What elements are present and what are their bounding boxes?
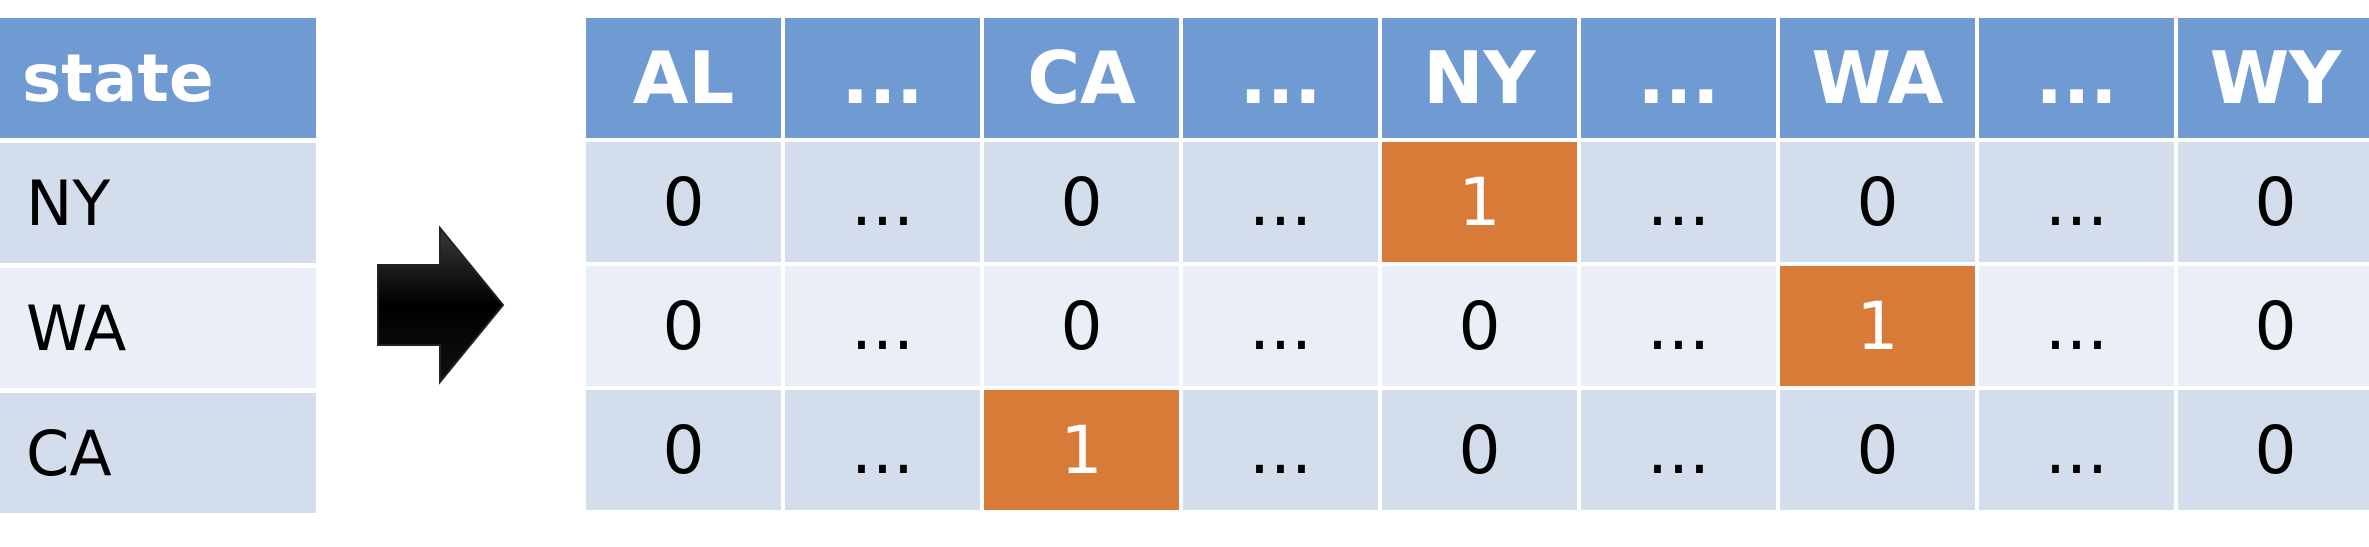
cell-r2-c6: ... (1581, 266, 1776, 386)
col-header-3: CA (984, 18, 1179, 138)
cell-r3-c7: 0 (1780, 390, 1975, 510)
cell-r1-c4: ... (1183, 142, 1378, 262)
col-header-6: ... (1581, 18, 1776, 138)
col-header-8: ... (1979, 18, 2174, 138)
state-column-header: state (0, 18, 316, 138)
state-column-table: state NY WA CA (0, 18, 316, 513)
cell-r2-c3: 0 (984, 266, 1179, 386)
cell-r1-c7: 0 (1780, 142, 1975, 262)
right-arrow-icon (377, 225, 505, 385)
cell-r3-c3: 1 (984, 390, 1179, 510)
cell-r1-c6: ... (1581, 142, 1776, 262)
cell-r3-c2: ... (785, 390, 980, 510)
cell-r3-c4: ... (1183, 390, 1378, 510)
state-row-1: NY (0, 143, 316, 263)
cell-r1-c9: 0 (2178, 142, 2369, 262)
cell-r3-c6: ... (1581, 390, 1776, 510)
cell-r2-c8: ... (1979, 266, 2174, 386)
cell-r2-c9: 0 (2178, 266, 2369, 386)
col-header-5: NY (1382, 18, 1577, 138)
cell-r2-c7: 1 (1780, 266, 1975, 386)
col-header-7: WA (1780, 18, 1975, 138)
cell-r2-c5: 0 (1382, 266, 1577, 386)
cell-r2-c1: 0 (586, 266, 781, 386)
cell-r3-c8: ... (1979, 390, 2174, 510)
state-row-3: CA (0, 393, 316, 513)
cell-r3-c5: 0 (1382, 390, 1577, 510)
cell-r1-c1: 0 (586, 142, 781, 262)
cell-r1-c8: ... (1979, 142, 2174, 262)
cell-r2-c2: ... (785, 266, 980, 386)
col-header-2: ... (785, 18, 980, 138)
cell-r3-c9: 0 (2178, 390, 2369, 510)
cell-r2-c4: ... (1183, 266, 1378, 386)
cell-r1-c2: ... (785, 142, 980, 262)
col-header-4: ... (1183, 18, 1378, 138)
col-header-1: AL (586, 18, 781, 138)
one-hot-table: AL ... CA ... NY ... WA ... WY 0 ... 0 .… (586, 18, 2369, 510)
cell-r1-c3: 0 (984, 142, 1179, 262)
cell-r1-c5: 1 (1382, 142, 1577, 262)
cell-r3-c1: 0 (586, 390, 781, 510)
col-header-9: WY (2178, 18, 2369, 138)
state-row-2: WA (0, 268, 316, 388)
